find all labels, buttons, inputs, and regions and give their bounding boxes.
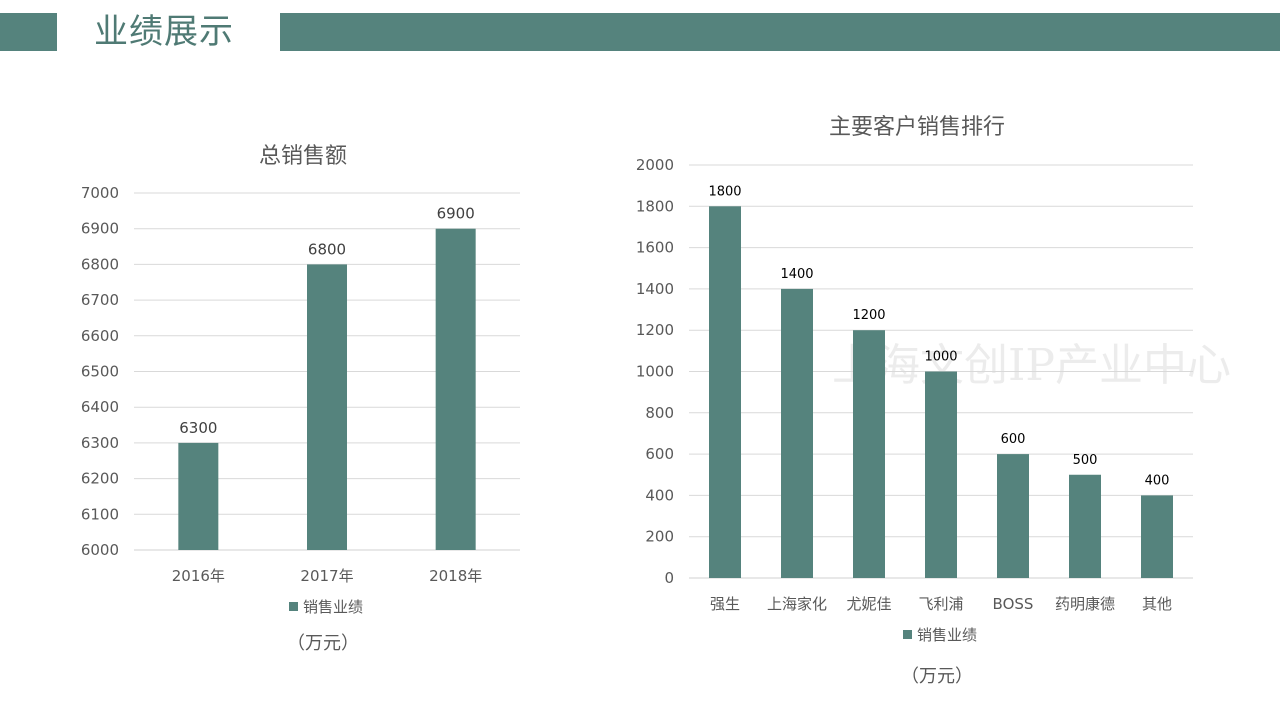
y-tick-label: 6200 xyxy=(81,470,119,488)
data-label: 1400 xyxy=(780,267,813,282)
y-tick-label: 6900 xyxy=(81,220,119,238)
data-label: 6300 xyxy=(179,419,217,437)
bar xyxy=(997,454,1029,578)
y-tick-label: 6500 xyxy=(81,363,119,381)
unit-label: （万元） xyxy=(901,666,973,687)
y-tick-label: 1000 xyxy=(636,363,674,381)
y-tick-label: 6400 xyxy=(81,398,119,416)
category-label: 强生 xyxy=(710,595,740,613)
bar xyxy=(1069,474,1101,578)
category-label: BOSS xyxy=(993,595,1034,613)
y-tick-label: 1800 xyxy=(636,197,674,215)
bar xyxy=(435,228,476,550)
legend-label: 销售业绩 xyxy=(303,598,363,616)
chart-title: 主要客户销售排行 xyxy=(829,115,1005,140)
category-label: 尤妮佳 xyxy=(846,595,891,613)
data-label: 500 xyxy=(1073,453,1098,468)
y-tick-label: 400 xyxy=(645,486,674,504)
y-tick-label: 6600 xyxy=(81,327,119,345)
chart-title: 总销售额 xyxy=(259,144,347,169)
bar xyxy=(178,442,219,550)
bar xyxy=(1141,495,1173,578)
category-label: 其他 xyxy=(1142,595,1172,613)
unit-label: （万元） xyxy=(287,633,359,654)
data-label: 6800 xyxy=(308,240,346,258)
bar xyxy=(307,264,347,550)
y-tick-label: 6100 xyxy=(81,505,119,523)
data-label: 600 xyxy=(1001,432,1026,447)
y-tick-label: 1400 xyxy=(636,280,674,298)
y-tick-label: 2000 xyxy=(636,156,674,174)
data-label: 1000 xyxy=(924,350,957,365)
category-label: 药明康德 xyxy=(1055,595,1115,613)
bar xyxy=(781,288,813,578)
y-tick-label: 6700 xyxy=(81,291,119,309)
y-tick-label: 1200 xyxy=(636,321,674,339)
y-tick-label: 600 xyxy=(645,445,674,463)
y-tick-label: 200 xyxy=(645,528,674,546)
data-label: 1200 xyxy=(852,308,885,323)
legend-swatch xyxy=(903,630,912,639)
legend-swatch xyxy=(289,602,298,611)
y-tick-label: 6300 xyxy=(81,434,119,452)
y-tick-label: 800 xyxy=(645,404,674,422)
legend-label: 销售业绩 xyxy=(917,626,977,644)
category-label: 飞利浦 xyxy=(918,595,963,613)
page-title: 业绩展示 xyxy=(94,12,234,52)
data-label: 400 xyxy=(1145,473,1170,488)
category-label: 2017年 xyxy=(300,567,353,585)
bar xyxy=(709,206,741,579)
header-band-left xyxy=(0,13,57,51)
category-label: 上海家化 xyxy=(767,595,827,613)
header-band-right xyxy=(280,13,1280,51)
bar xyxy=(853,330,885,578)
y-tick-label: 7000 xyxy=(81,184,119,202)
y-tick-label: 0 xyxy=(664,569,674,587)
watermark: 上海文创IP产业中心 xyxy=(832,340,1231,391)
y-tick-label: 1600 xyxy=(636,239,674,257)
data-label: 1800 xyxy=(708,184,741,199)
bar xyxy=(925,371,957,578)
category-label: 2016年 xyxy=(172,567,225,585)
y-tick-label: 6000 xyxy=(81,541,119,559)
data-label: 6900 xyxy=(437,205,475,223)
category-label: 2018年 xyxy=(429,567,482,585)
y-tick-label: 6800 xyxy=(81,255,119,273)
